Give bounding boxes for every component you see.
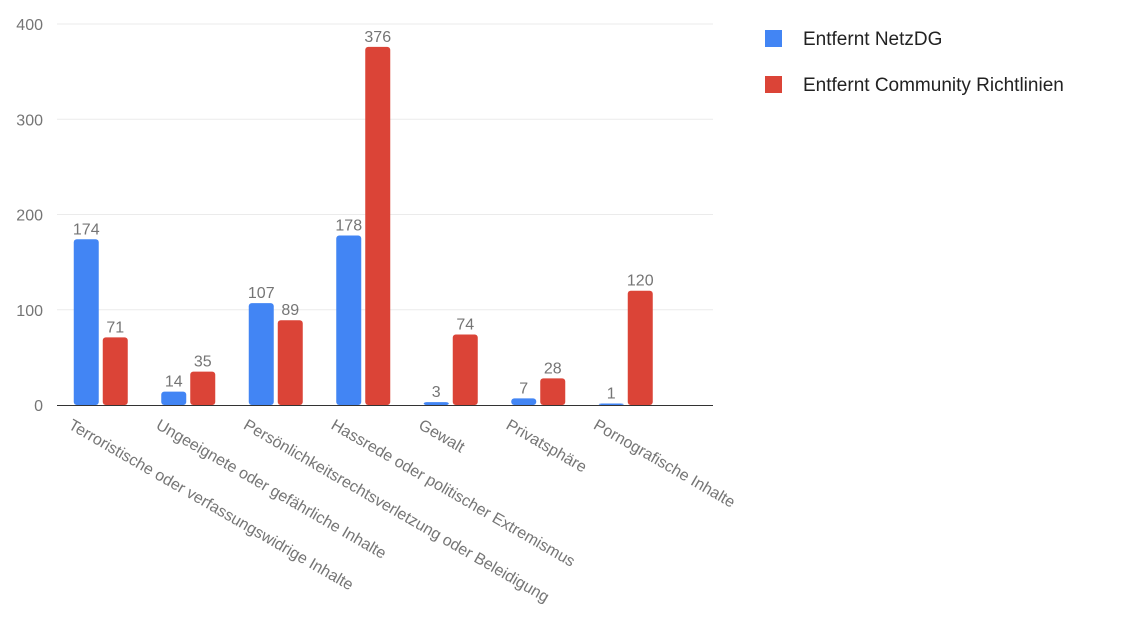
bar-series-1-0 [102,337,128,405]
bar-series-1-1 [190,371,216,405]
data-label: 7 [519,380,528,397]
data-label: 1 [607,386,616,403]
data-label: 178 [335,217,362,234]
y-axis-ticks: 0 100 200 300 400 [16,17,43,415]
bar-series-0-6 [598,403,624,405]
data-label: 107 [248,285,275,302]
legend-swatch [765,30,782,47]
bar-series-0-5 [511,398,537,405]
bar-series-1-5 [540,378,566,405]
data-label: 376 [364,29,391,46]
data-label: 71 [106,319,124,336]
bar-series-1-3 [365,46,391,406]
y-tick-label: 300 [16,112,43,129]
y-tick-label: 400 [16,17,43,34]
data-label: 28 [544,360,562,377]
data-labels: 174 71 14 35 107 89 178 376 3 74 7 28 1 120 [73,29,654,403]
y-tick-label: 0 [34,398,43,415]
data-label: 74 [456,317,474,334]
x-tick-label: Persönlichkeitsrechtsverletzung oder Bel… [241,417,552,606]
x-tick-label: Gewalt [416,417,468,457]
bars [73,46,653,406]
bar-series-1-2 [277,320,303,405]
data-label: 3 [432,384,441,401]
data-label: 35 [194,354,212,371]
data-label: 89 [281,302,299,319]
bar-series-0-2 [248,303,274,405]
data-label: 174 [73,221,100,238]
x-tick-label: Privatsphäre [503,417,589,477]
bar-series-1-6 [627,290,653,405]
bar-series-0-0 [73,239,99,405]
bar-series-0-3 [336,235,362,405]
x-tick-label: Pornografische Inhalte [591,417,738,512]
data-label: 120 [627,273,654,290]
y-tick-label: 100 [16,303,43,320]
bar-series-1-4 [452,334,478,405]
data-label: 14 [165,374,183,391]
legend-label: Entfernt NetzDG [803,29,942,50]
legend-swatch [765,76,782,93]
y-tick-label: 200 [16,208,43,225]
legend-label: Entfernt Community Richtlinien [803,75,1064,96]
bar-series-0-4 [423,402,449,405]
bar-series-0-1 [161,391,187,405]
x-axis-labels: Terroristische oder verfassungswidrige I… [66,417,738,606]
legend: Entfernt NetzDG Entfernt Community Richtl… [765,29,1064,96]
